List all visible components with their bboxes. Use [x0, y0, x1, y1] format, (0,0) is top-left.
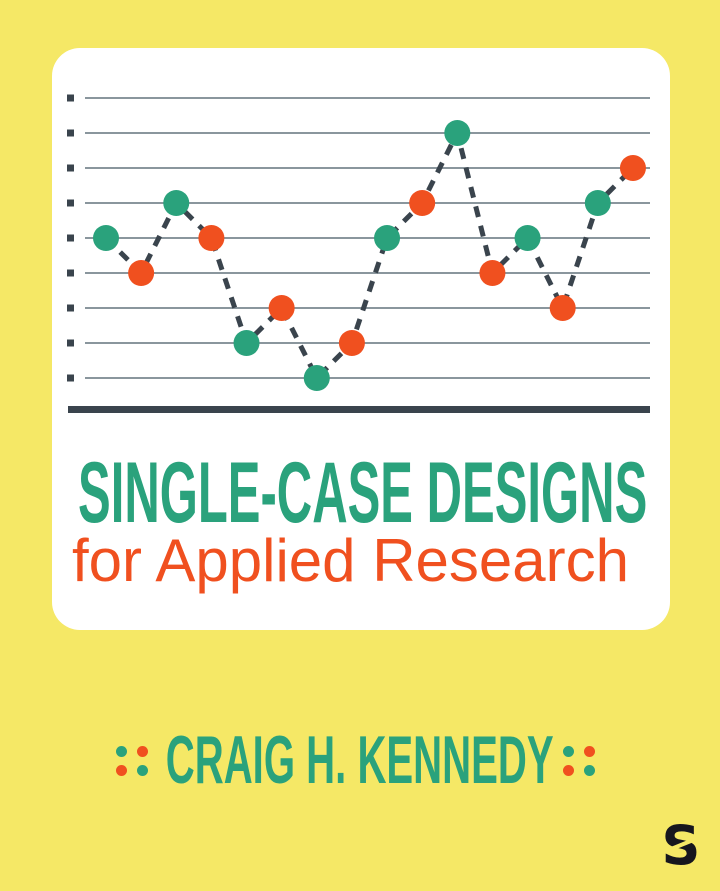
trend-line [104, 130, 635, 381]
data-point [479, 260, 506, 286]
author-name: CRAIG H. KENNEDY [166, 722, 554, 798]
axis-tick [67, 164, 74, 172]
data-point [338, 330, 365, 356]
x-axis [68, 406, 650, 413]
axis-tick [67, 234, 74, 242]
data-point [619, 155, 646, 181]
cover-card: SINGLE-CASE DESIGNS for Applied Research [52, 48, 670, 630]
decor-dot-orange [563, 765, 574, 776]
decor-dot-orange [137, 746, 148, 757]
book-title: SINGLE-CASE DESIGNS [78, 445, 648, 541]
axis-tick [67, 94, 74, 102]
data-point [198, 225, 225, 251]
data-point [514, 225, 541, 251]
decor-dot-teal [584, 765, 595, 776]
data-point [303, 365, 330, 391]
axis-tick [67, 374, 74, 382]
publisher-logo: S [652, 816, 710, 880]
book-subtitle: for Applied Research [72, 527, 629, 594]
axis-tick [67, 304, 74, 312]
cover-chart [67, 94, 650, 413]
decor-dot-teal [563, 746, 574, 757]
decor-dot-teal [137, 765, 148, 776]
decor-dots-right [563, 746, 595, 776]
data-point [374, 225, 401, 251]
axis-tick [67, 129, 74, 137]
data-point [584, 190, 611, 216]
data-point [128, 260, 155, 286]
decor-dot-orange [584, 746, 595, 757]
data-point [163, 190, 190, 216]
axis-tick [67, 269, 74, 277]
axis-tick [67, 339, 74, 347]
decor-dots-left [116, 746, 148, 776]
data-point [444, 120, 471, 146]
decor-dot-teal [116, 746, 127, 757]
axis-tick [67, 199, 74, 207]
data-point [549, 295, 576, 321]
author-row: CRAIG H. KENNEDY [0, 726, 720, 794]
data-point [93, 225, 119, 251]
data-point [233, 330, 260, 356]
data-point [268, 295, 295, 321]
data-point [409, 190, 436, 216]
decor-dot-orange [116, 765, 127, 776]
